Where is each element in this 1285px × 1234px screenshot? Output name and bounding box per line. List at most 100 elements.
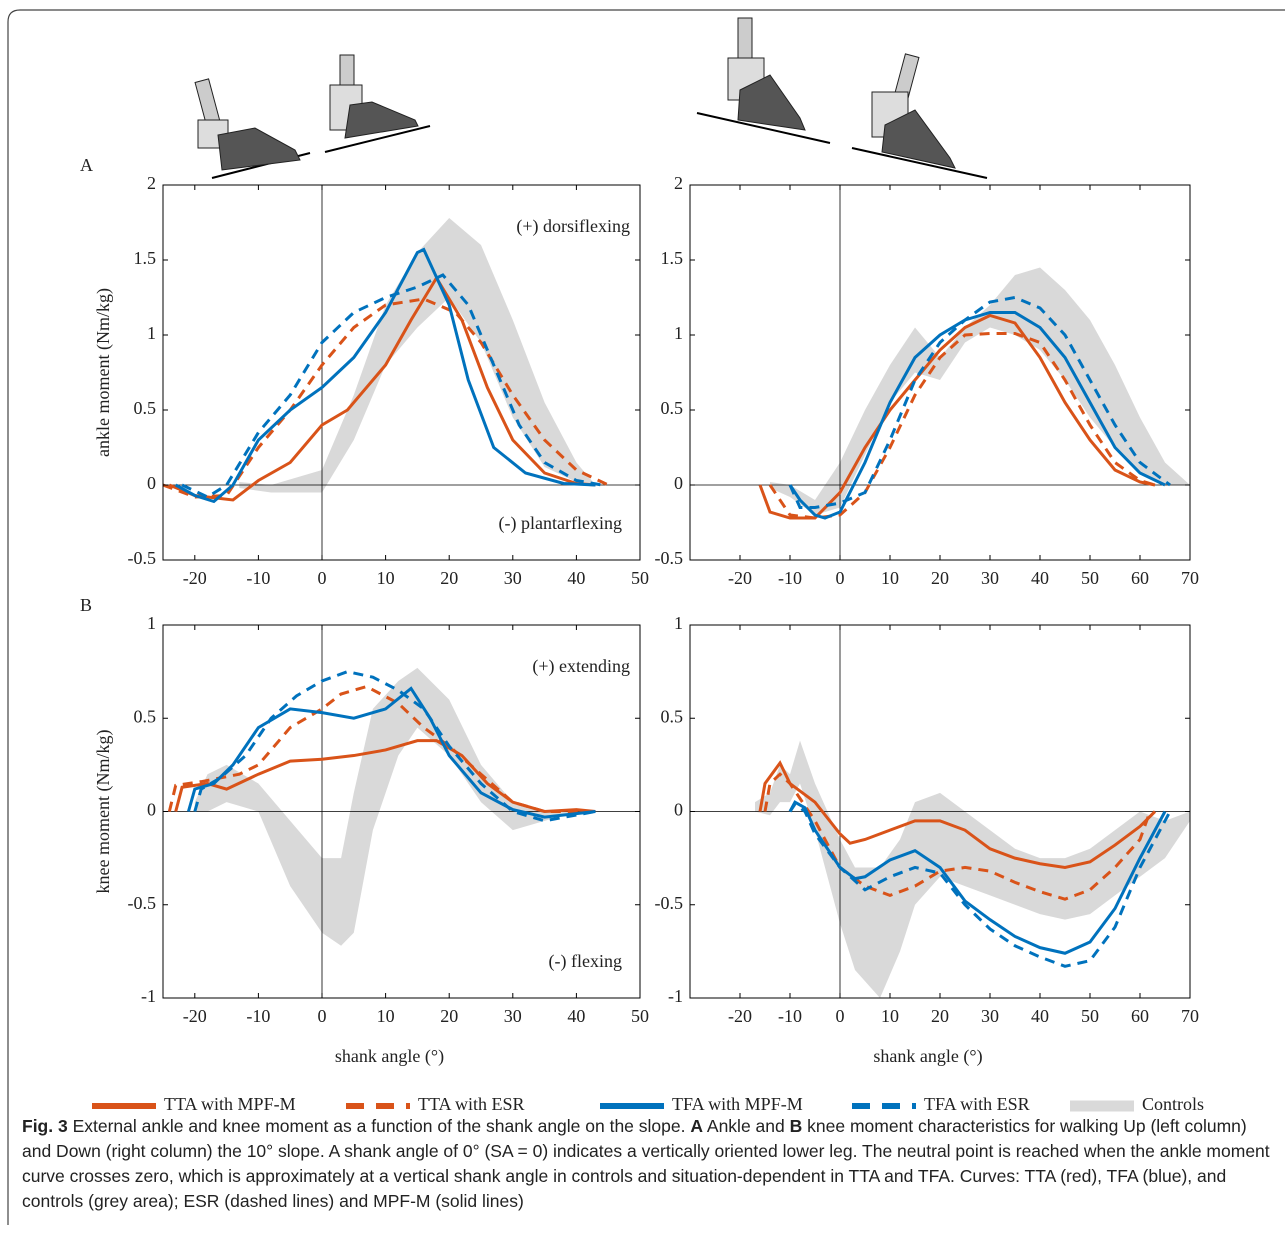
- panel: -20 -10 0 10 20 30 40 50 60 70 -1 -0.5 0 0.5 1 shank an…: [655, 613, 1200, 1067]
- x-tick-label: 0: [318, 568, 327, 588]
- x-tick-label: 40: [567, 568, 585, 588]
- x-tick-label: 0: [836, 568, 845, 588]
- legend-label: TFA with ESR: [924, 1094, 1030, 1114]
- x-tick-label: -20: [728, 1006, 752, 1026]
- x-tick-label: 10: [377, 1006, 395, 1026]
- y-tick-label: 2: [147, 173, 156, 193]
- caption-bold: B: [789, 1116, 803, 1136]
- y-tick-label: 1: [674, 323, 683, 343]
- y-tick-label: 0.5: [134, 706, 157, 726]
- panel-label: B: [80, 595, 92, 615]
- x-tick-label: 10: [377, 568, 395, 588]
- x-tick-label: -10: [246, 568, 270, 588]
- x-tick-label: -10: [778, 568, 802, 588]
- y-tick-label: 1: [147, 613, 156, 633]
- y-tick-label: 0: [674, 473, 683, 493]
- x-tick-label: 0: [318, 1006, 327, 1026]
- caption-label: Fig. 3: [22, 1116, 68, 1136]
- annotation: (+) dorsiflexing: [516, 216, 630, 237]
- y-tick-label: -1: [141, 986, 156, 1006]
- y-tick-label: 2: [674, 173, 683, 193]
- x-tick-label: 30: [504, 568, 522, 588]
- x-tick-label: -10: [778, 1006, 802, 1026]
- series-line: [193, 670, 596, 823]
- x-tick-label: 10: [881, 568, 899, 588]
- y-tick-label: 1: [674, 613, 683, 633]
- x-tick-label: -20: [728, 568, 752, 588]
- x-tick-label: 20: [931, 1006, 949, 1026]
- y-tick-label: 1.5: [134, 248, 157, 268]
- x-tick-label: 40: [567, 1006, 585, 1026]
- legend: TTA with MPF-M TTA with ESR TFA with MPF-M…: [92, 1094, 1204, 1114]
- caption: Fig. 3 External ankle and knee moment as…: [22, 1114, 1272, 1214]
- y-tick-label: -1: [668, 986, 683, 1006]
- x-tick-label: 70: [1181, 1006, 1199, 1026]
- annotation: (+) extending: [532, 656, 630, 677]
- legend-label: TFA with MPF-M: [672, 1094, 803, 1114]
- series-line: [788, 311, 1166, 520]
- x-tick-label: 50: [631, 1006, 649, 1026]
- controls-band: [239, 218, 596, 493]
- y-axis-label: knee moment (Nm/kg): [93, 730, 114, 894]
- caption-text: knee moment characteristics for walking …: [22, 1116, 1270, 1211]
- x-tick-label: 50: [1081, 568, 1099, 588]
- annotation: (-) plantarflexing: [499, 513, 622, 534]
- y-tick-label: -0.5: [655, 893, 684, 913]
- legend-label: TTA with MPF-M: [164, 1094, 296, 1114]
- legend-label: TTA with ESR: [418, 1094, 525, 1114]
- y-tick-label: 0.5: [661, 398, 684, 418]
- legend-label: Controls: [1142, 1094, 1204, 1114]
- y-tick-label: 0: [147, 800, 156, 820]
- y-tick-label: -0.5: [128, 548, 157, 568]
- axes-box: [162, 184, 641, 561]
- y-tick-label: 0.5: [134, 398, 157, 418]
- caption-bold: A: [690, 1116, 703, 1136]
- controls-band: [755, 740, 1190, 998]
- x-tick-label: 20: [440, 568, 458, 588]
- x-tick-label: 60: [1131, 568, 1149, 588]
- series-line: [788, 295, 1171, 509]
- y-tick-label: -0.5: [128, 893, 157, 913]
- x-axis-label: shank angle (°): [335, 1046, 444, 1067]
- controls-band: [194, 667, 577, 946]
- series-line: [168, 275, 596, 502]
- series-line: [758, 760, 1157, 869]
- y-tick-label: 0.5: [661, 706, 684, 726]
- x-tick-label: 20: [440, 1006, 458, 1026]
- x-tick-label: 20: [931, 568, 949, 588]
- controls-band: [770, 267, 1190, 515]
- x-tick-label: 30: [981, 568, 999, 588]
- series-line: [788, 801, 1172, 968]
- x-tick-label: 30: [981, 1006, 999, 1026]
- y-tick-label: 1.5: [661, 248, 684, 268]
- series-line: [763, 772, 1152, 901]
- series-line: [174, 247, 596, 504]
- y-tick-label: 1: [147, 323, 156, 343]
- x-tick-label: 0: [836, 1006, 845, 1026]
- x-tick-label: 50: [1081, 1006, 1099, 1026]
- y-tick-label: 0: [147, 473, 156, 493]
- x-axis-label: shank angle (°): [873, 1046, 982, 1067]
- x-tick-label: -10: [246, 1006, 270, 1026]
- x-tick-label: 50: [631, 568, 649, 588]
- annotation: (-) flexing: [549, 951, 622, 972]
- series-line: [768, 332, 1156, 520]
- caption-text: Ankle and: [706, 1116, 785, 1136]
- x-tick-label: 10: [881, 1006, 899, 1026]
- x-tick-label: 40: [1031, 568, 1049, 588]
- x-tick-label: 30: [504, 1006, 522, 1026]
- x-tick-label: 60: [1131, 1006, 1149, 1026]
- x-tick-label: 70: [1181, 568, 1199, 588]
- caption-text: External ankle and knee moment as a func…: [72, 1116, 686, 1136]
- x-tick-label: -20: [183, 568, 207, 588]
- series-line: [186, 686, 596, 819]
- panel-label: A: [80, 155, 93, 175]
- frame: [7, 9, 1285, 1225]
- x-tick-label: -20: [183, 1006, 207, 1026]
- prosthesis-icons: [194, 17, 988, 179]
- y-axis-label: ankle moment (Nm/kg): [93, 288, 114, 457]
